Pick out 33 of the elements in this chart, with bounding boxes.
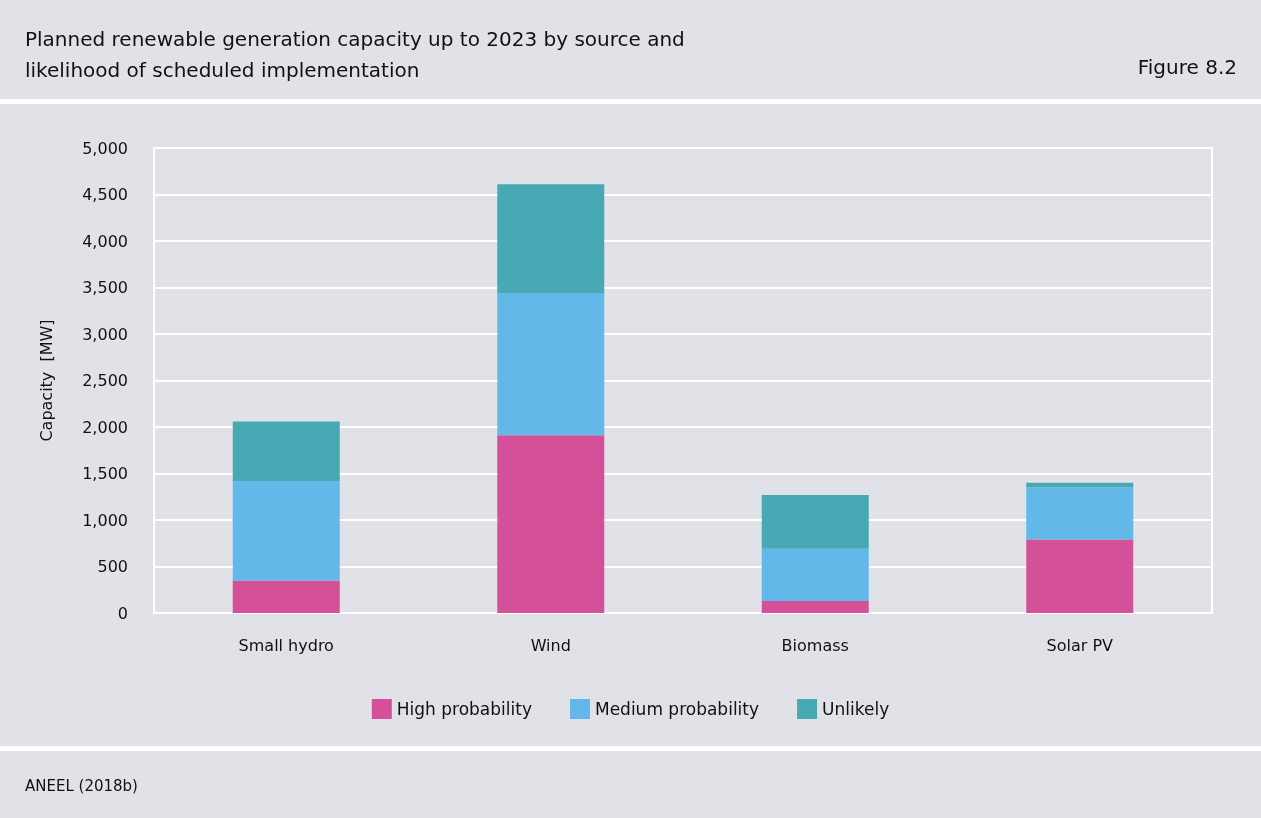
bar xyxy=(232,580,340,613)
bar xyxy=(232,421,340,481)
y-tick-label: 4,500 xyxy=(82,185,128,204)
y-tick-label: 2,500 xyxy=(82,371,128,390)
x-tick-label: Small hydro xyxy=(238,635,334,655)
y-tick-label: 500 xyxy=(97,557,128,576)
x-tick-label: Wind xyxy=(530,635,571,655)
bar xyxy=(1026,487,1134,540)
y-tick-label: 1,000 xyxy=(82,510,128,530)
bar xyxy=(761,548,869,601)
y-tick-label: 3,500 xyxy=(82,278,128,297)
x-tick-label: Solar PV xyxy=(1046,635,1114,655)
y-tick-label: 2,000 xyxy=(82,417,128,437)
y-tick-label: 0 xyxy=(117,603,128,623)
chart-title: Planned renewable generation capacity up to 2023 by source and likelihood of scheduled implementation xyxy=(25,26,686,84)
bar xyxy=(761,494,869,549)
text: ANEEL (2018b) xyxy=(25,777,138,795)
x-tick-label: Biomass xyxy=(781,635,849,655)
bar xyxy=(497,435,605,613)
legend-label: Medium probability xyxy=(594,699,760,719)
bar xyxy=(1026,539,1134,613)
legend-label: Unlikely xyxy=(822,699,890,719)
y-axis-title: Capacity [MW] xyxy=(36,319,56,442)
y-tick-label: 1,500 xyxy=(82,464,128,483)
bar xyxy=(761,600,869,613)
legend-label: High probability xyxy=(396,699,532,719)
caption: Figure 8.2 xyxy=(1137,55,1237,79)
bar xyxy=(232,480,340,581)
y-tick-label: 3,000 xyxy=(82,324,128,344)
y-tick-label: 4,000 xyxy=(82,231,128,251)
bar xyxy=(497,184,605,294)
y-tick-label: 5,000 xyxy=(82,138,128,158)
bar xyxy=(497,293,605,436)
